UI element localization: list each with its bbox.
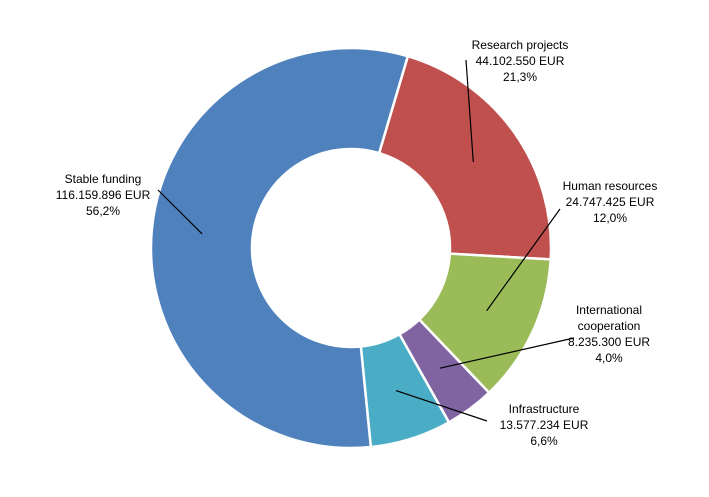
leader-line-research-projects — [465, 59, 474, 163]
label-research-projects: Research projects 44.102.550 EUR 21,3% — [472, 38, 569, 84]
slice-label-name-line2: cooperation — [578, 319, 641, 333]
slice-label-value: 116.159.896 EUR — [56, 188, 151, 202]
slice-label-name: Research projects — [472, 38, 569, 52]
slice-label-value: 13.577.234 EUR — [500, 418, 589, 432]
slice-label-percent: 6,6% — [530, 434, 558, 448]
slice-label-percent: 4,0% — [595, 351, 623, 365]
leader-line-international-cooperation — [439, 337, 575, 369]
slice-label-value: 44.102.550 EUR — [476, 54, 565, 68]
leader-line-human-resources — [486, 208, 561, 312]
slice-research-projects — [377, 54, 553, 261]
slice-label-name: Stable funding — [65, 172, 142, 186]
leader-line-stable-funding — [157, 189, 203, 235]
label-stable-funding: Stable funding 116.159.896 EUR 56,2% — [56, 172, 151, 218]
slice-stable-funding — [149, 46, 410, 450]
slice-label-name: Infrastructure — [509, 402, 580, 416]
label-human-resources: Human resources 24.747.425 EUR 12,0% — [563, 179, 658, 225]
slice-label-percent: 12,0% — [593, 211, 627, 225]
slice-label-percent: 21,3% — [503, 70, 537, 84]
slice-label-value: 8.235.300 EUR — [568, 335, 650, 349]
label-infrastructure: Infrastructure 13.577.234 EUR 6,6% — [500, 402, 589, 448]
donut-slices — [149, 46, 553, 450]
slice-label-value: 24.747.425 EUR — [566, 195, 655, 209]
slice-label-name: Human resources — [563, 179, 658, 193]
slice-label-name-line1: International — [576, 303, 642, 317]
label-international-cooperation: International cooperation 8.235.300 EUR … — [568, 303, 650, 365]
slice-label-percent: 56,2% — [86, 204, 120, 218]
leader-lines — [157, 59, 575, 422]
leader-line-infrastructure — [395, 390, 488, 422]
